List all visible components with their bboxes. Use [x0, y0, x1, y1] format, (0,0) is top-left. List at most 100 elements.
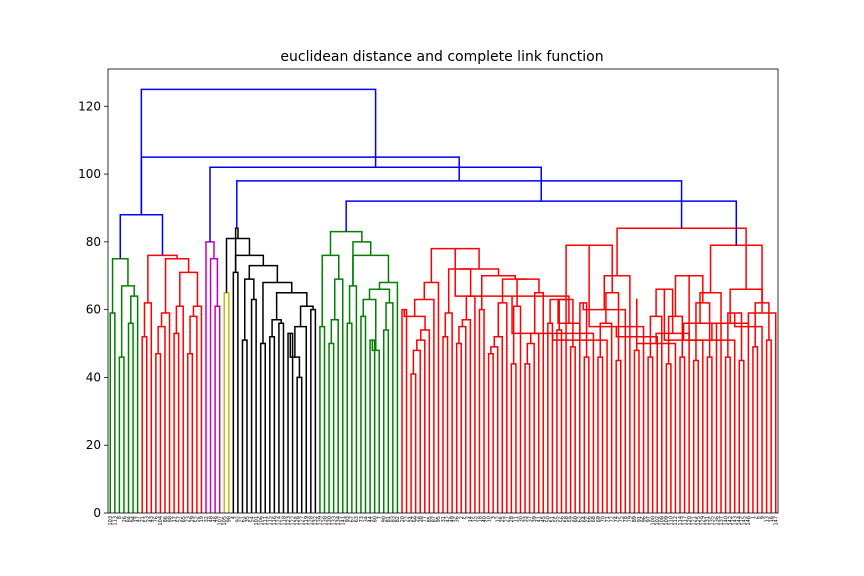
leaf-label: 96 [641, 516, 647, 522]
leaf-label: 146 [746, 516, 752, 526]
dendrogram-link [209, 258, 219, 513]
dendrogram-link [635, 299, 677, 513]
dendrogram-link [234, 227, 239, 273]
leaf-label: 46 [213, 516, 219, 522]
leaf-label: 16 [769, 516, 775, 522]
dendrogram-link [109, 312, 116, 513]
dendrogram-link [143, 302, 153, 513]
dendrogram-link [403, 309, 426, 330]
dendrogram-link [369, 339, 376, 513]
leaf-label: 10 [486, 516, 492, 522]
leaf-label: 87 [432, 516, 438, 522]
dendrogram-link [352, 241, 372, 286]
dendrogram-link [192, 305, 203, 513]
dendrogram-link [516, 278, 540, 307]
leaf-label: 19 [199, 516, 205, 522]
dendrogram-link [616, 227, 747, 290]
leaf-label: 37 [527, 516, 533, 522]
chart-title: euclidean distance and complete link fun… [280, 49, 603, 65]
leaf-label: 94 [131, 516, 137, 522]
dendrogram-link [348, 285, 358, 513]
leaf-label: 21 [140, 516, 146, 522]
dendrogram-link [695, 302, 711, 361]
leaf-label: 5 [464, 516, 470, 519]
plot-frame [107, 68, 779, 514]
y-tick-label: 0 [93, 506, 101, 520]
dendrogram-link [382, 329, 390, 513]
leaf-label: 130 [327, 516, 333, 526]
dendrogram-link [289, 333, 301, 378]
leaf-label: 122 [290, 516, 296, 526]
dendrogram-link [329, 230, 363, 256]
leaf-label: 89 [632, 516, 638, 522]
leaf-label: 109 [664, 516, 670, 526]
dendrogram-link [526, 342, 535, 513]
dendrogram-link [752, 346, 759, 513]
dendrogram-link [524, 363, 531, 513]
leaf-label: 104 [158, 516, 164, 526]
dendrogram-link [583, 356, 590, 513]
dendrogram-link [549, 298, 567, 513]
leaf-label: 114 [678, 516, 684, 526]
leaf-label: 42 [445, 516, 451, 522]
leaf-label: 76 [154, 516, 160, 522]
leaf-label: 75 [619, 516, 625, 522]
y-tick-label: 120 [78, 99, 101, 113]
dendrogram-link [699, 291, 722, 513]
leaf-label: 35 [245, 516, 251, 522]
leaf-label: 124 [277, 516, 283, 526]
dendrogram-link [385, 302, 394, 513]
leaf-label: 58 [564, 516, 570, 522]
dendrogram-link [214, 305, 221, 513]
dendrogram-link [647, 356, 654, 513]
leaf-label: 43 [149, 516, 155, 522]
leaf-label: 100 [650, 516, 656, 526]
leaf-label: 126 [295, 516, 301, 526]
leaf-label: 59 [568, 516, 574, 522]
leaf-label: 24 [409, 516, 415, 522]
leaf-label: 117 [682, 516, 688, 526]
leaf-label: 36 [454, 516, 460, 522]
dendrogram-link [510, 363, 517, 513]
leaf-label: 101 [254, 516, 260, 526]
y-tick-label: 20 [86, 438, 101, 452]
dendrogram-link [296, 376, 303, 513]
dendrogram-link [127, 322, 134, 513]
leaf-label: 29 [190, 516, 196, 522]
dendrogram-link [733, 313, 763, 513]
leaf-label: 138 [322, 516, 328, 526]
dendrogram-link [119, 213, 164, 259]
leaf-label: 81 [386, 516, 392, 522]
leaf-label: 139 [318, 516, 324, 526]
y-axis: 0 20 40 60 80 100 120 [78, 99, 108, 520]
dendrogram-link [223, 291, 230, 513]
dendrogram-link [674, 274, 704, 317]
dendrogram-link [111, 258, 129, 314]
leaf-label: 118 [281, 516, 287, 526]
leaf-label: 64 [582, 516, 588, 522]
leaf-label: 77 [423, 516, 429, 522]
dendrogram-link [459, 268, 500, 276]
y-tick-label: 80 [86, 235, 101, 249]
dendrogram-link [615, 359, 622, 513]
y-tick-label: 60 [86, 303, 101, 317]
dendrogram-link [346, 322, 353, 513]
dendrogram-link [490, 346, 499, 513]
dendrogram-link [328, 342, 335, 513]
leaf-label: 40 [482, 516, 488, 522]
leaf-label: 133 [331, 516, 337, 526]
leaf-label: 86 [163, 516, 169, 522]
leaf-label: 3 [491, 516, 497, 519]
dendrogram-links [109, 88, 777, 513]
leaf-label: 131 [705, 516, 711, 526]
leaf-label: 113 [113, 516, 119, 526]
dendrogram-link [269, 336, 276, 513]
leaf-label: 80 [372, 516, 378, 522]
dendrogram-link [565, 244, 613, 300]
leaf-label: 56 [559, 516, 565, 522]
dendrogram-link [633, 349, 640, 513]
leaf-label: 39 [532, 516, 538, 522]
dendrogram-link [511, 296, 595, 513]
leaf-label: 105 [222, 516, 228, 526]
dendrogram-link [597, 356, 604, 513]
